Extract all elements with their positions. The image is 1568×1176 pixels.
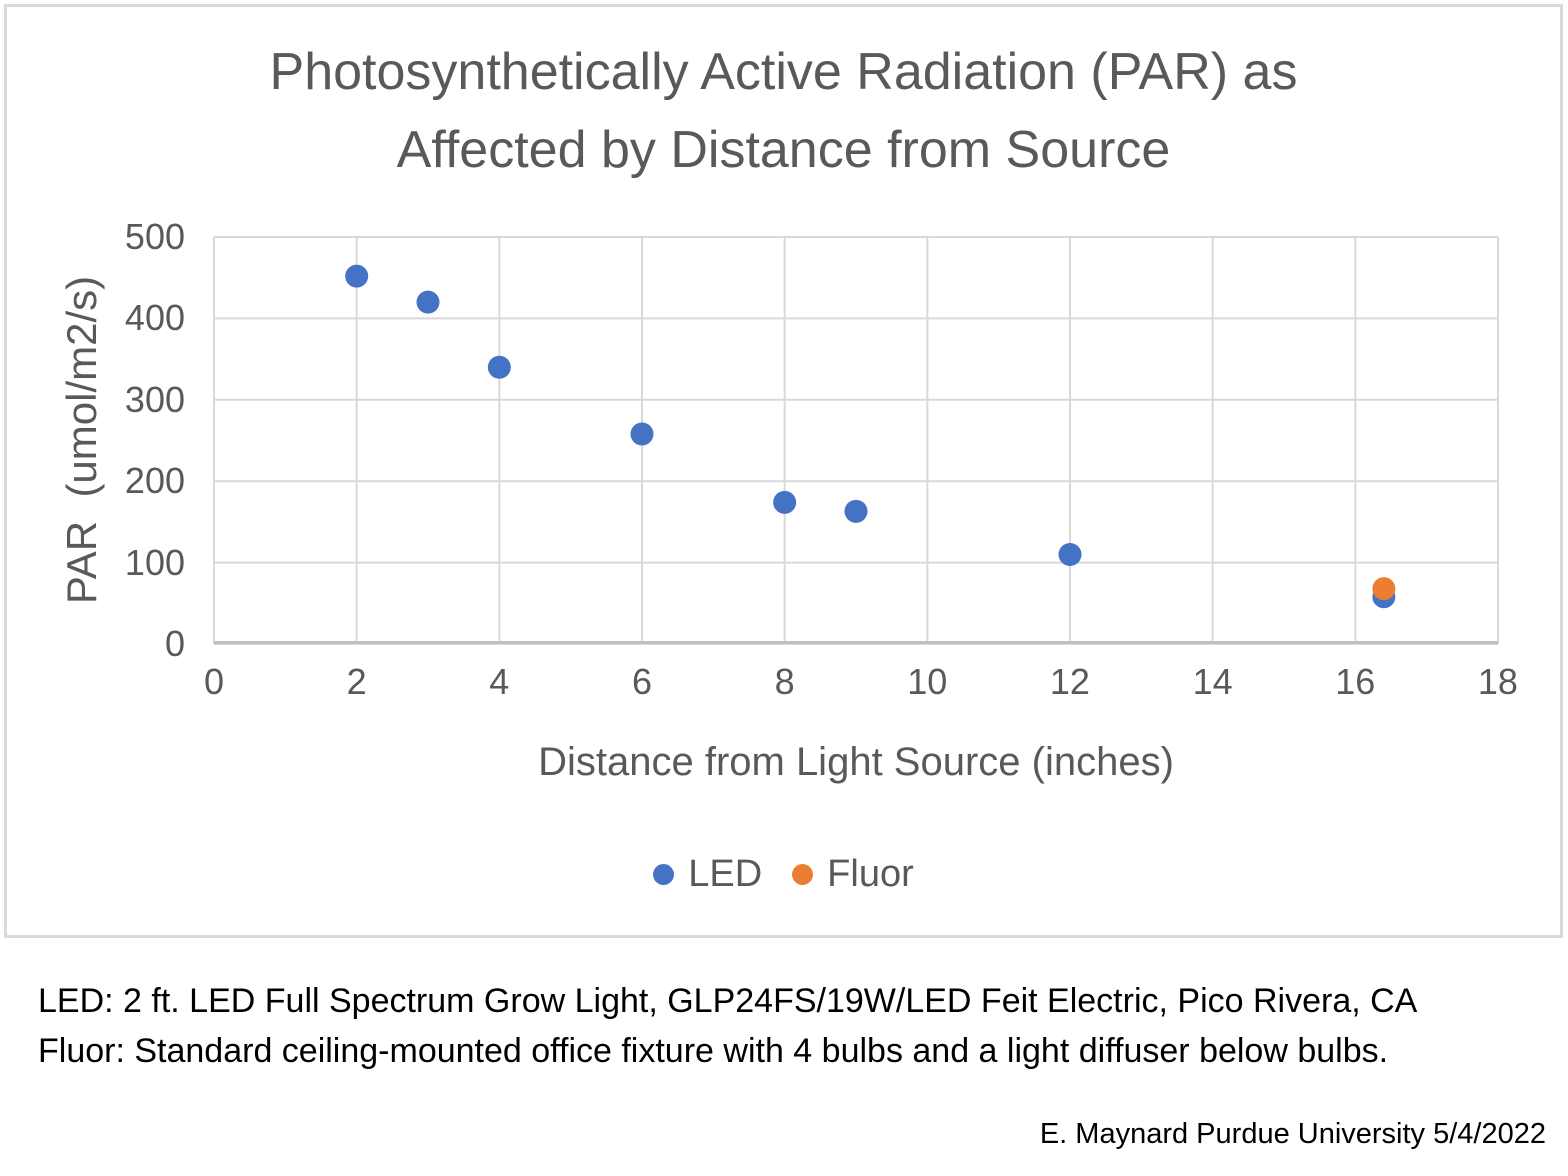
- data-point-LED: [844, 499, 868, 523]
- x-tick-label: 10: [907, 661, 948, 702]
- x-tick-label: 18: [1477, 661, 1518, 702]
- caption-line-fluor: Fluor: Standard ceiling-mounted office f…: [38, 1032, 1389, 1070]
- x-tick-label: 14: [1192, 661, 1233, 702]
- y-tick-label: 500: [124, 216, 185, 257]
- x-tick-label: 12: [1049, 661, 1090, 702]
- x-axis-title: Distance from Light Source (inches): [538, 740, 1174, 784]
- credit-text: E. Maynard Purdue University 5/4/2022: [1039, 1118, 1546, 1150]
- chart-title-line1: Photosynthetically Active Radiation (PAR…: [269, 43, 1298, 101]
- chart-title-line2: Affected by Distance from Source: [396, 121, 1171, 179]
- y-tick-label: 400: [124, 297, 185, 339]
- x-tick-label: 8: [774, 661, 795, 702]
- x-tick-label: 6: [631, 661, 652, 702]
- data-point-LED: [345, 264, 369, 288]
- y-tick-label: 100: [124, 541, 185, 583]
- plot-svg: [213, 236, 1499, 645]
- data-point-LED: [1058, 542, 1082, 566]
- data-point-LED: [416, 290, 440, 314]
- x-tick-label: 4: [489, 661, 510, 702]
- caption: LED: 2 ft. LED Full Spectrum Grow Light,…: [38, 976, 1548, 1076]
- legend-label-fluor: Fluor: [827, 853, 914, 895]
- data-point-Fluor: [1372, 577, 1396, 601]
- y-tick-labels: 500 400 300 200 100 0: [27, 215, 185, 666]
- fluor-marker-icon: [792, 864, 814, 885]
- x-tick-label: 0: [203, 661, 225, 702]
- legend-label-led: LED: [688, 853, 763, 895]
- led-marker-icon: [653, 864, 675, 885]
- legend-item-fluor: Fluor: [792, 853, 914, 896]
- legend-item-led: LED: [653, 853, 762, 896]
- legend: LED Fluor: [7, 853, 1560, 896]
- chart-title: Photosynthetically Active Radiation (PAR…: [164, 33, 1404, 189]
- y-tick-label: 0: [164, 622, 185, 664]
- data-point-LED: [630, 422, 654, 446]
- data-point-LED: [487, 355, 511, 379]
- chart-frame: Photosynthetically Active Radiation (PAR…: [4, 4, 1563, 938]
- caption-line-led: LED: 2 ft. LED Full Spectrum Grow Light,…: [38, 982, 1418, 1020]
- y-tick-label: 300: [124, 378, 185, 420]
- x-tick-labels: 0 2 4 6 8 10 12 14 16 18: [181, 660, 1531, 704]
- x-tick-label: 2: [346, 661, 367, 702]
- data-point-LED: [773, 490, 797, 514]
- y-tick-label: 200: [124, 460, 185, 502]
- x-tick-label: 16: [1335, 661, 1376, 702]
